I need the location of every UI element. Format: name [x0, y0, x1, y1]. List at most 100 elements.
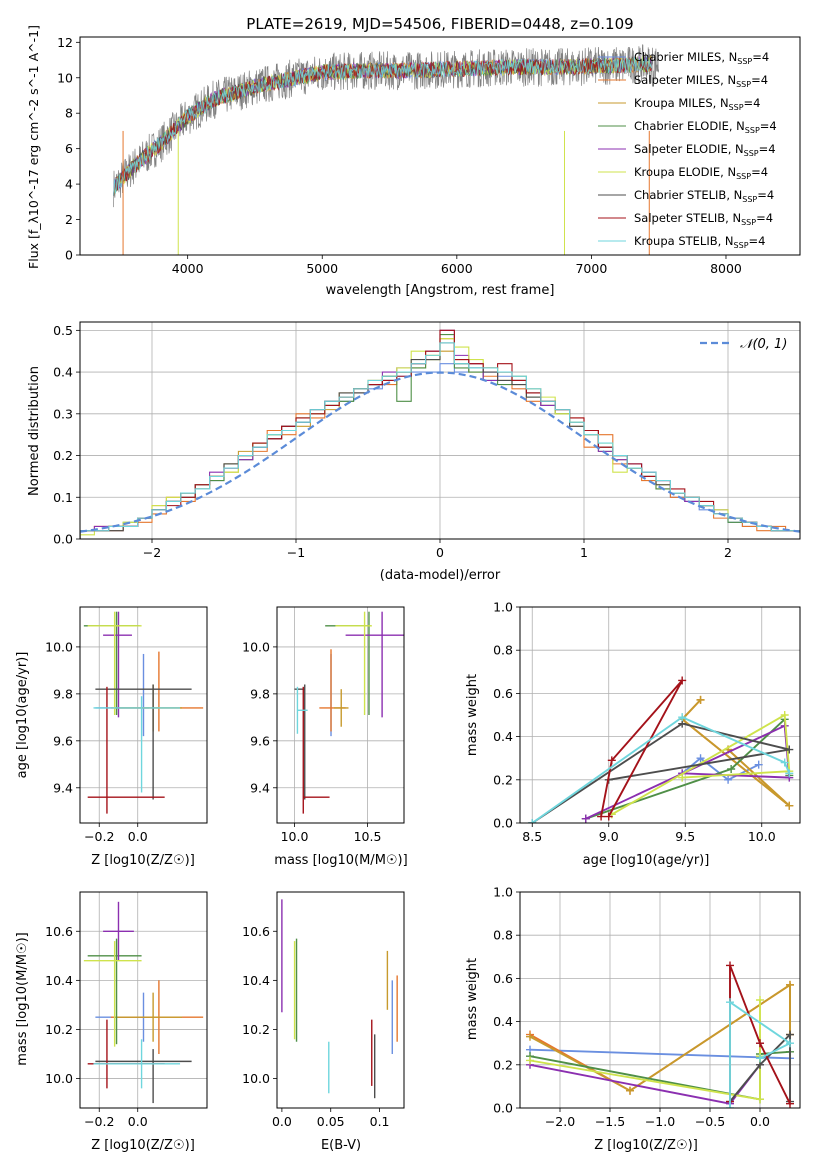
x-tick-label: −0.2 [84, 829, 114, 844]
massweight-vs-age-panel: age [log10(age/yr)] mass weight 8.5 9.0 9.… [465, 600, 801, 868]
weight-marker [785, 801, 794, 810]
x-tick-label: 0.0 [128, 829, 148, 844]
y-tick-label: 6 [65, 141, 73, 156]
weight-marker [727, 765, 736, 773]
weight-marker [786, 980, 794, 989]
spectrum-ylabel: Flux [f_λ10^-17 erg cm^-2 s^-1 A^-1] [26, 25, 41, 269]
spectrum-panel: PLATE=2619, MJD=54506, FIBERID=0448, z=0… [26, 15, 801, 298]
y-tick-label: 0.0 [493, 816, 513, 831]
legend-subscript: SSP [742, 195, 757, 204]
x-tick-label: −1.5 [595, 1114, 625, 1129]
weight-marker [756, 1095, 764, 1104]
spectrum-legend: Chabrier MILES, NSSP=4 Salpeter MILES, NS… [598, 50, 777, 250]
legend-suffix: =4 [760, 119, 777, 133]
weight-marker [604, 812, 613, 821]
y-tick-label: 10.0 [242, 639, 270, 654]
weight-marker [696, 695, 705, 704]
legend-subscript: SSP [736, 80, 751, 89]
mw-vs-age-xlabel: age [log10(age/yr)] [583, 853, 710, 868]
age-vs-metallicity-panel: Z [log10(Z/Z☉)] age [log10(age/yr)] −0.2… [15, 606, 208, 868]
plot-area [83, 611, 204, 814]
y-tick-label: 10.2 [242, 1022, 270, 1037]
weight-series-3 [529, 983, 791, 1092]
spectrum-title: PLATE=2619, MJD=54506, FIBERID=0448, z=0… [246, 15, 633, 33]
legend-entry: Salpeter MILES, NSSP=4 [634, 73, 768, 89]
weight-marker [756, 1054, 764, 1063]
y-tick-label: 4 [65, 177, 73, 192]
weight-series-8 [600, 679, 684, 817]
legend-subscript: SSP [741, 218, 756, 227]
weight-series-1 [529, 1048, 791, 1060]
y-tick-label: 9.8 [53, 686, 73, 701]
weight-series-9 [531, 716, 791, 823]
x-tick-label: −2.0 [545, 1114, 575, 1129]
y-tick-label: 10.6 [242, 924, 270, 939]
legend-subscript: SSP [737, 57, 752, 66]
x-tick-label: 5000 [306, 261, 338, 276]
y-tick-label: 12 [57, 35, 73, 50]
y-tick-label: 10.0 [45, 639, 73, 654]
weight-marker [786, 1099, 794, 1108]
legend-suffix: =4 [752, 50, 769, 64]
weight-marker [678, 676, 687, 685]
y-tick-label: 9.6 [53, 733, 73, 748]
plot-area [526, 961, 794, 1108]
weight-series-7 [531, 722, 790, 823]
axes-frame [519, 891, 801, 1109]
x-tick-label: 10.5 [354, 829, 382, 844]
y-tick-label: 2 [65, 212, 73, 227]
y-tick-label: 0.6 [493, 686, 513, 701]
weight-series-6 [529, 1000, 761, 1101]
axes-frame [276, 891, 405, 1109]
y-tick-label: 0.4 [493, 729, 513, 744]
mw-vs-age-ylabel: mass weight [465, 674, 480, 756]
model-spectrum-9 [113, 56, 652, 196]
weight-marker [754, 760, 763, 769]
axes-frame [79, 321, 801, 540]
axes-frame [79, 36, 801, 256]
plot-area [113, 44, 660, 255]
x-tick-label: 1 [580, 545, 588, 560]
x-tick-label: −2 [143, 545, 161, 560]
x-tick-label: 0.0 [750, 1114, 770, 1129]
y-tick-label: 1.0 [493, 885, 513, 900]
weight-marker [526, 1032, 534, 1041]
x-tick-label: 0.1 [370, 1114, 390, 1129]
legend-entry: Chabrier STELIB, NSSP=4 [634, 188, 774, 204]
legend-suffix: =4 [751, 73, 768, 87]
x-tick-label: 0.0 [272, 1114, 292, 1129]
y-tick-label: 10.4 [45, 973, 73, 988]
axes-frame [519, 606, 801, 824]
weight-marker [696, 754, 705, 763]
residuals-panel: (data-model)/error Normed distribution −… [27, 321, 801, 583]
y-tick-label: 0.2 [493, 1057, 513, 1072]
age-vs-Z-xlabel: Z [log10(Z/Z☉)] [91, 853, 195, 868]
model-spectrum-2 [113, 56, 652, 196]
weight-marker [626, 1086, 634, 1095]
y-tick-label: 0.4 [493, 1014, 513, 1029]
weight-series-3 [680, 699, 790, 807]
legend-suffix: =4 [757, 188, 774, 202]
x-tick-label: 10.0 [748, 829, 776, 844]
y-tick-label: 10 [57, 70, 73, 85]
model-spectrum-8 [113, 57, 652, 196]
plot-area [80, 329, 800, 539]
x-tick-label: 8.5 [522, 829, 542, 844]
y-tick-label: 10.6 [45, 924, 73, 939]
model-spectrum-4 [113, 57, 652, 196]
y-tick-label: 0.2 [53, 448, 73, 463]
y-tick-label: 1.0 [493, 600, 513, 615]
weight-marker [780, 711, 789, 719]
x-tick-label: 2 [724, 545, 732, 560]
weight-marker [726, 961, 734, 970]
y-tick-label: 9.4 [250, 780, 270, 795]
mass-vs-metallicity-panel: Z [log10(Z/Z☉)] mass [log10(M/M☉)] −0.2 0… [15, 891, 208, 1153]
weight-marker [786, 1030, 794, 1039]
weight-marker [785, 745, 794, 754]
legend-entry: Chabrier ELODIE, NSSP=4 [634, 119, 777, 135]
legend-subscript: SSP [734, 241, 749, 250]
weight-series-9 [729, 1000, 792, 1108]
y-tick-label: 0.8 [493, 643, 513, 658]
y-tick-label: 0.6 [493, 971, 513, 986]
